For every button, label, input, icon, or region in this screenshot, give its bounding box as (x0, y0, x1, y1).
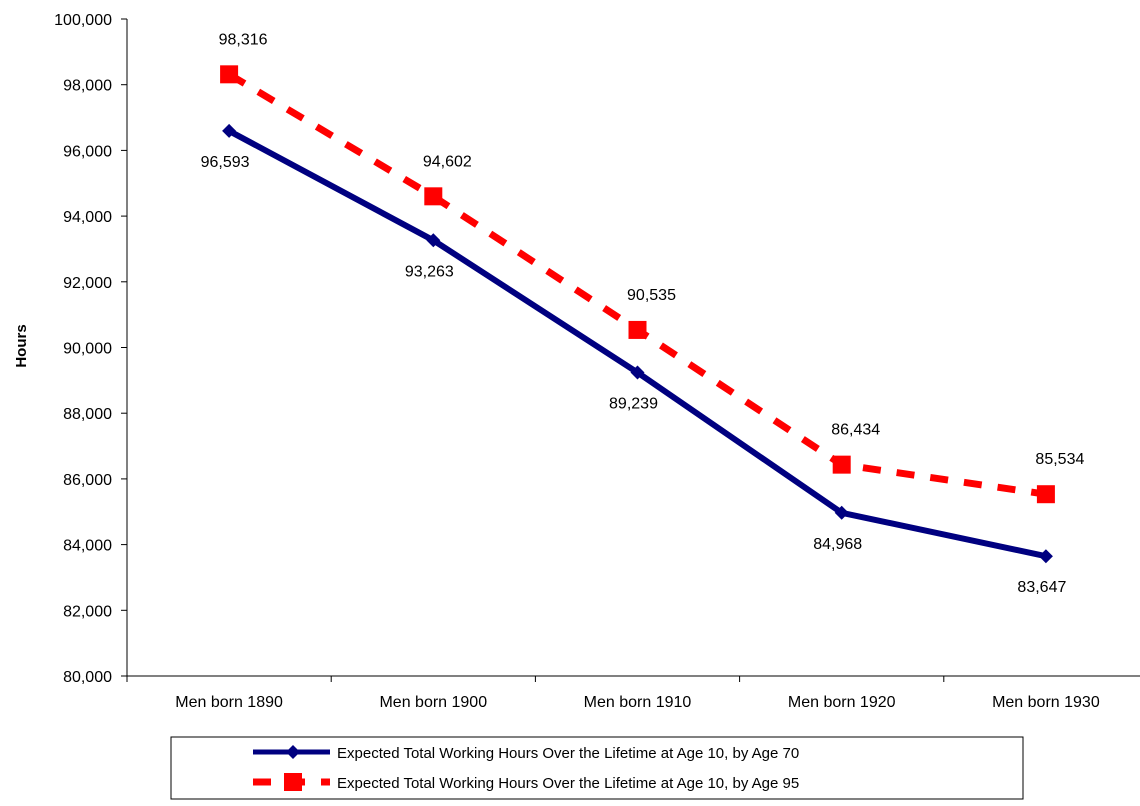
y-tick-label: 92,000 (63, 275, 112, 292)
data-label: 85,534 (1035, 451, 1084, 468)
x-tick-label: Men born 1910 (584, 694, 692, 711)
legend-box (170, 736, 1024, 800)
y-axis: 80,000 82,000 84,000 86,000 88,000 90,000 92,0… (54, 12, 128, 686)
y-tick-label: 82,000 (63, 603, 112, 620)
data-label: 94,602 (423, 153, 472, 170)
series-line (227, 128, 1047, 560)
series-layer: 96,593 93,263 89,239 84,968 83,647 98,316 94,6… (201, 31, 1085, 596)
diamond-marker (630, 365, 645, 380)
series-line (227, 71, 1047, 498)
square-marker-legend (284, 773, 302, 791)
legend-label: Expected Total Working Hours Over the Li… (337, 745, 799, 762)
data-label: 86,434 (831, 422, 880, 439)
diamond-marker-legend (286, 745, 300, 759)
data-label: 89,239 (609, 395, 658, 412)
data-label: 93,263 (405, 263, 454, 280)
square-marker (832, 455, 851, 474)
x-tick-label: Men born 1890 (175, 694, 283, 711)
diamond-marker (834, 505, 849, 520)
x-tick-label: Men born 1920 (788, 694, 896, 711)
square-marker (628, 320, 647, 339)
data-label: 83,647 (1017, 579, 1066, 596)
x-tick-label: Men born 1930 (992, 694, 1100, 711)
y-axis-title: Hours (13, 324, 30, 367)
legend: Expected Total Working Hours Over the Li… (170, 736, 1024, 800)
square-marker (220, 65, 239, 84)
diamond-marker (222, 123, 237, 138)
square-marker (1036, 485, 1055, 504)
diamond-marker (1038, 549, 1053, 564)
y-tick-label: 90,000 (63, 341, 112, 358)
diamond-marker (426, 233, 441, 248)
data-label: 90,535 (627, 287, 676, 304)
y-tick-label: 84,000 (63, 538, 112, 555)
y-tick-label: 80,000 (63, 669, 112, 686)
data-label: 96,593 (201, 154, 250, 171)
square-marker (424, 187, 443, 206)
y-tick-label: 96,000 (63, 143, 112, 160)
legend-label: Expected Total Working Hours Over the Li… (337, 775, 799, 792)
y-tick-label: 88,000 (63, 406, 112, 423)
data-label: 98,316 (219, 31, 268, 48)
y-tick-label: 86,000 (63, 472, 112, 489)
y-tick-label: 100,000 (54, 12, 112, 29)
x-axis: Men born 1890 Men born 1900 Men born 1910 M… (126, 675, 1140, 711)
data-label: 84,968 (813, 536, 862, 553)
x-tick-label: Men born 1900 (379, 694, 487, 711)
series-2: 98,316 94,602 90,535 86,434 85,534 (219, 31, 1084, 504)
y-tick-label: 98,000 (63, 78, 112, 95)
y-tick-label: 94,000 (63, 209, 112, 226)
series-1: 96,593 93,263 89,239 84,968 83,647 (201, 123, 1066, 596)
